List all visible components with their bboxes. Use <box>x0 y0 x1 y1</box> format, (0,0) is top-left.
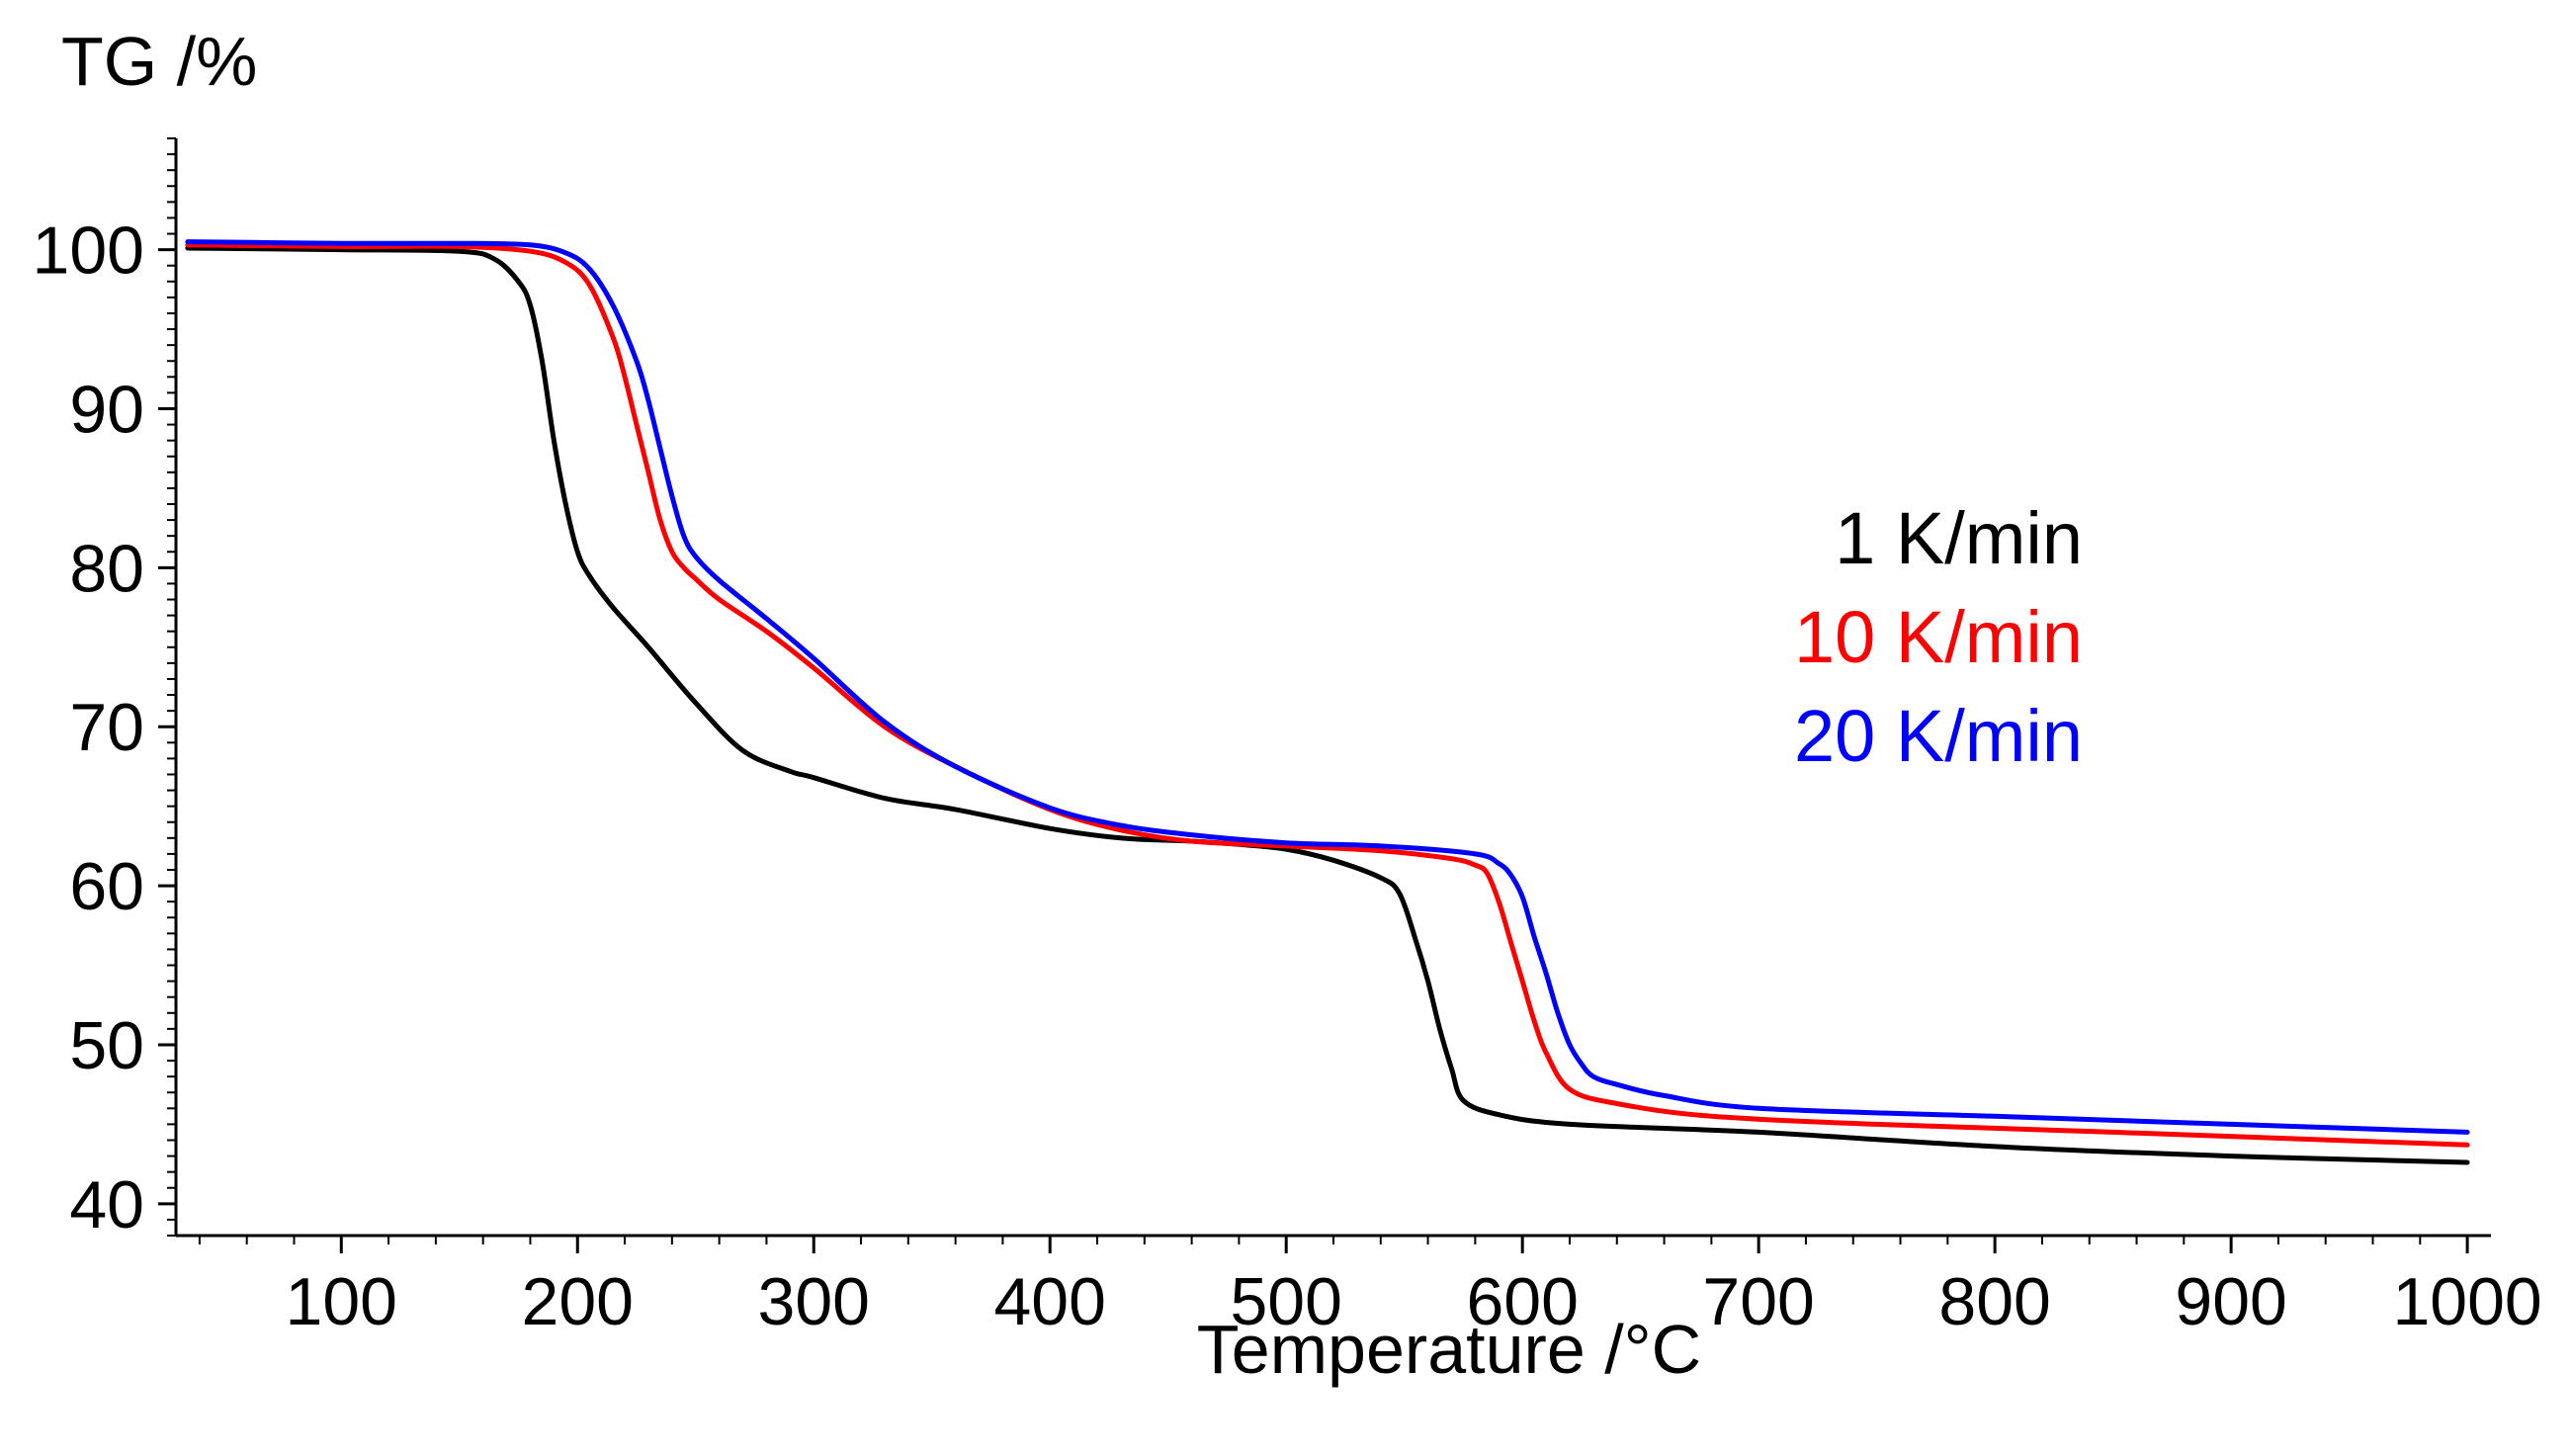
series-line-10-k-min <box>185 242 2470 1148</box>
legend-entry-20kmin: 20 K/min <box>1793 695 2083 777</box>
series-line-20-k-min <box>185 239 2470 1135</box>
x-axis-label: Temperature /°C <box>1196 1311 1702 1388</box>
x-tick-label: 800 <box>1938 1264 2050 1339</box>
y-axis-label: TG /% <box>61 23 258 100</box>
y-tick-label: 90 <box>69 372 144 447</box>
legend: 1 K/min 10 K/min 20 K/min <box>1794 489 2083 786</box>
x-tick-label: 1000 <box>2392 1264 2541 1339</box>
y-tick-label: 60 <box>69 849 144 924</box>
x-tick-label: 200 <box>522 1264 634 1339</box>
x-tick-label: 900 <box>2175 1264 2286 1339</box>
x-tick-label: 500 <box>1230 1264 1341 1339</box>
legend-entry-1kmin: 1 K/min <box>1835 497 2083 579</box>
y-tick-label: 70 <box>69 690 144 765</box>
x-tick-label: 100 <box>286 1264 397 1339</box>
x-tick-label: 600 <box>1466 1264 1578 1339</box>
y-tick-label: 80 <box>69 531 144 606</box>
x-tick-label: 300 <box>758 1264 870 1339</box>
series-line-1-k-min <box>185 245 2470 1165</box>
x-tick-label: 400 <box>993 1264 1105 1339</box>
y-tick-label: 50 <box>69 1008 144 1083</box>
x-tick-label: 700 <box>1702 1264 1814 1339</box>
y-tick-label: 100 <box>33 214 144 289</box>
y-tick-label: 40 <box>69 1167 144 1242</box>
legend-entry-10kmin: 10 K/min <box>1793 596 2083 678</box>
